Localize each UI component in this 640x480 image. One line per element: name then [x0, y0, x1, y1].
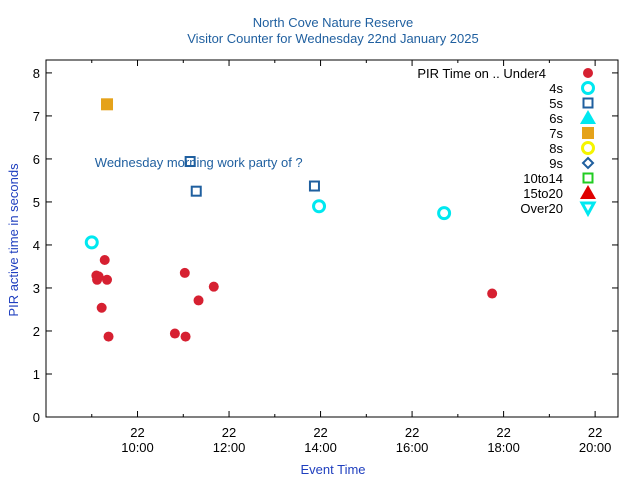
legend-marker: [581, 156, 595, 170]
x-tick-day-label: 22: [588, 425, 602, 440]
x-axis: 2210:002212:002214:002216:002218:002220:…: [91, 60, 612, 455]
data-point-under4: [487, 288, 498, 299]
x-tick-time-label: 12:00: [213, 440, 246, 455]
data-point-4s: [312, 199, 327, 214]
x-tick-day-label: 22: [222, 425, 236, 440]
x-tick-time-label: 20:00: [579, 440, 612, 455]
legend-marker: [582, 127, 594, 139]
legend-label: Over20: [520, 201, 563, 216]
data-point-4s: [84, 235, 99, 250]
data-point-under4: [103, 331, 114, 342]
legend-marker: [581, 81, 595, 95]
legend-label: 9s: [549, 156, 563, 171]
x-tick-time-label: 10:00: [121, 440, 154, 455]
legend-marker: [582, 97, 594, 109]
legend-marker: [581, 141, 595, 155]
chart-title: North Cove Nature Reserve: [253, 15, 413, 30]
plot-frame: [45, 59, 619, 418]
x-tick-day-label: 22: [130, 425, 144, 440]
data-point-5s: [184, 156, 196, 168]
legend-title: PIR Time on .. Under4: [417, 66, 546, 81]
legend-marker: [579, 201, 597, 218]
legend-marker: [580, 185, 596, 199]
legend-label: 10to14: [523, 171, 563, 186]
y-tick-label: 3: [33, 281, 40, 296]
data-point-5s: [308, 180, 320, 192]
x-tick-time-label: 14:00: [304, 440, 337, 455]
y-tick-label: 2: [33, 324, 40, 339]
legend: PIR Time on .. Under44s5s6s7s8s9s10to141…: [417, 66, 597, 218]
data-point-5s: [190, 185, 202, 197]
data-point-4s: [437, 206, 452, 221]
legend-marker: [583, 68, 593, 78]
legend-label: 6s: [549, 111, 563, 126]
data-point-under4: [93, 271, 104, 282]
data-point-under4: [193, 295, 204, 306]
y-tick-label: 7: [33, 109, 40, 124]
x-tick-day-label: 22: [313, 425, 327, 440]
legend-marker: [582, 172, 594, 184]
legend-label: 15to20: [523, 186, 563, 201]
legend-label: 5s: [549, 96, 563, 111]
data-point-under4: [169, 328, 180, 339]
x-tick-day-label: 22: [496, 425, 510, 440]
y-tick-label: 4: [33, 238, 40, 253]
legend-label: 4s: [549, 81, 563, 96]
y-axis: 0 1 2 3 4 5 6 7 8: [33, 66, 618, 425]
y-tick-label: 5: [33, 195, 40, 210]
legend-label: 8s: [549, 141, 563, 156]
legend-marker: [580, 110, 596, 124]
y-tick-label: 0: [33, 410, 40, 425]
data-point-under4: [102, 274, 113, 285]
data-point-under4: [179, 267, 190, 278]
data-point-under4: [208, 281, 219, 292]
data-point-under4: [99, 255, 110, 266]
y-tick-label: 8: [33, 66, 40, 81]
data-point-under4: [96, 302, 107, 313]
data-point-under4: [180, 331, 191, 342]
y-axis-label: PIR active time in seconds: [6, 163, 21, 317]
chart-subtitle: Visitor Counter for Wednesday 22nd Janua…: [187, 31, 478, 46]
data-points: [84, 98, 498, 342]
y-tick-label: 1: [33, 367, 40, 382]
legend-label: 7s: [549, 126, 563, 141]
y-tick-label: 6: [33, 152, 40, 167]
x-tick-time-label: 18:00: [487, 440, 520, 455]
x-tick-time-label: 16:00: [396, 440, 429, 455]
x-axis-label: Event Time: [300, 462, 365, 477]
annotation: Wednesday morning work party of ?: [95, 155, 303, 170]
x-tick-day-label: 22: [405, 425, 419, 440]
data-point-7s: [101, 98, 114, 111]
